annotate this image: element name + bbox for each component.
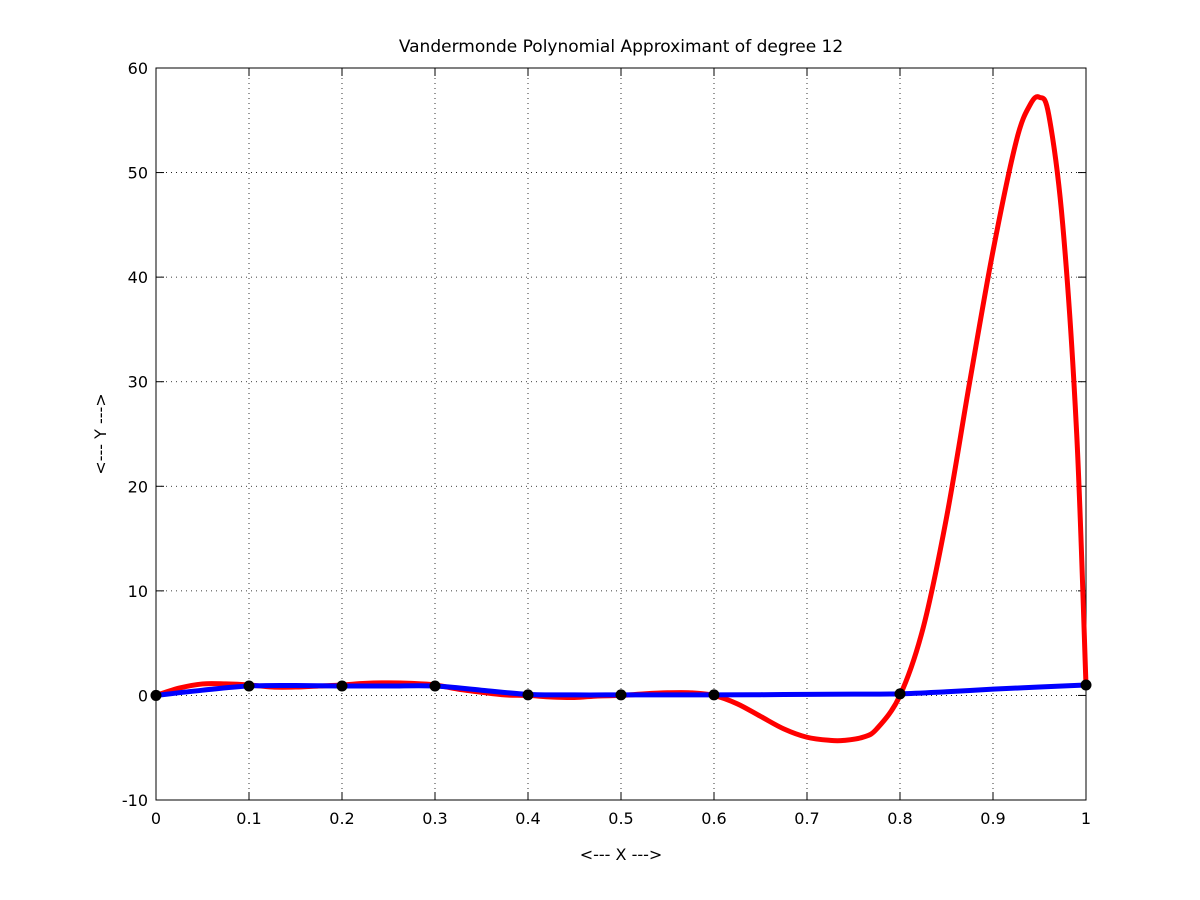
- y-tick-label: -10: [122, 791, 148, 810]
- x-tick-label: 0.7: [794, 809, 819, 828]
- data-point-marker: [522, 689, 534, 701]
- y-tick-label: 50: [128, 164, 148, 183]
- y-tick-label: 40: [128, 268, 148, 287]
- y-tick-label: 60: [128, 59, 148, 78]
- data-point-marker: [150, 689, 162, 701]
- data-point-marker: [1080, 679, 1092, 691]
- x-tick-label: 0.6: [701, 809, 726, 828]
- data-point-marker: [894, 688, 906, 700]
- x-tick-label: 0.3: [422, 809, 447, 828]
- data-point-marker: [708, 689, 720, 701]
- data-point-marker: [615, 689, 627, 701]
- x-tick-label: 1: [1081, 809, 1091, 828]
- grid: [156, 68, 1086, 800]
- y-tick-label: 30: [128, 373, 148, 392]
- data-point-marker: [243, 680, 255, 692]
- y-tick-label: 20: [128, 477, 148, 496]
- y-axis-title: <--- Y --->: [91, 393, 110, 474]
- x-tick-label: 0.9: [980, 809, 1005, 828]
- x-tick-label: 0: [151, 809, 161, 828]
- y-tick-label: 0: [138, 686, 148, 705]
- x-tick-label: 0.1: [236, 809, 261, 828]
- markers-layer: [150, 679, 1092, 701]
- data-point-marker: [336, 680, 348, 692]
- x-tick-label: 0.8: [887, 809, 912, 828]
- chart-title: Vandermonde Polynomial Approximant of de…: [399, 37, 843, 57]
- data-point-marker: [429, 680, 441, 692]
- x-tick-label: 0.4: [515, 809, 540, 828]
- x-axis-title: <--- X --->: [580, 845, 663, 864]
- ticks: 0 0.1 0.2 0.3 0.4 0.5 0.6 0.7 0.8 0.9 1-1001020304…: [122, 59, 1091, 828]
- y-tick-label: 10: [128, 582, 148, 601]
- x-tick-label: 0.2: [329, 809, 354, 828]
- x-tick-label: 0.5: [608, 809, 633, 828]
